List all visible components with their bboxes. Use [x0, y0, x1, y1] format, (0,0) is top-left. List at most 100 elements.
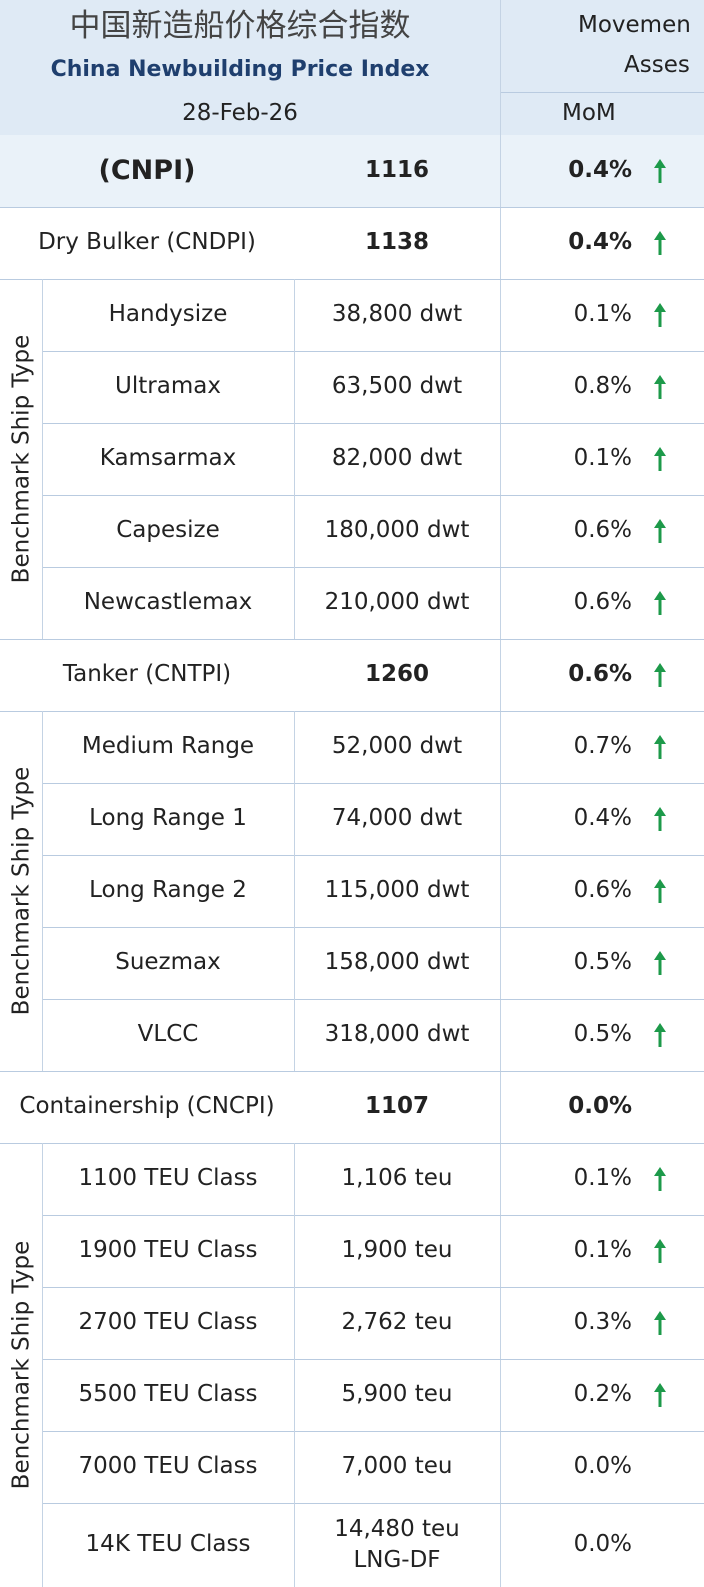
mom-value: 0.4%: [568, 229, 632, 256]
ship-name: 7000 TEU Class: [78, 1453, 258, 1480]
ship-size: 82,000 dwt: [331, 445, 463, 472]
mom-value: 0.0%: [568, 1093, 632, 1120]
side-label: Benchmark Ship Type: [0, 711, 42, 1071]
ship-name: 5500 TEU Class: [78, 1381, 258, 1408]
row-rule: [42, 1359, 704, 1360]
mom-value: 0.1%: [573, 1237, 632, 1264]
ship-size: 1,900 teu: [341, 1237, 453, 1264]
ship-size: 2,762 teu: [341, 1309, 453, 1336]
ship-size: 52,000 dwt: [331, 733, 463, 760]
side-label: Benchmark Ship Type: [0, 279, 42, 639]
ship-name: Ultramax: [115, 373, 221, 400]
up-arrow: [654, 447, 666, 471]
up-arrow: [654, 591, 666, 615]
ship-name: Capesize: [116, 517, 220, 544]
group-value: 1138: [364, 229, 429, 256]
up-arrow: [654, 519, 666, 543]
row-rule: [42, 927, 704, 928]
column-divider: [294, 711, 295, 1071]
mom-value: 0.4%: [568, 157, 632, 184]
mom-header: MoM: [562, 99, 616, 126]
mom-value: 0.6%: [573, 877, 632, 904]
title-cn: 中国新造船价格综合指数: [69, 8, 411, 45]
side-label-text: Benchmark Ship Type: [8, 1240, 34, 1490]
row-rule: [42, 855, 704, 856]
row-rule: [42, 567, 704, 568]
mom-value: 0.1%: [573, 445, 632, 472]
ship-name: Long Range 1: [89, 805, 247, 832]
ship-size: 210,000 dwt: [324, 589, 470, 616]
title-en: China Newbuilding Price Index: [50, 57, 430, 83]
up-arrow: [654, 807, 666, 831]
mom-value: 0.3%: [573, 1309, 632, 1336]
ship-name: 1100 TEU Class: [78, 1165, 258, 1192]
mom-value: 0.6%: [568, 661, 632, 688]
ship-size: 318,000 dwt: [324, 1021, 470, 1048]
ship-size: 14,480 teu LNG-DF: [334, 1515, 460, 1573]
row-rule: [0, 1071, 704, 1072]
group-name: Dry Bulker (CNDPI): [38, 229, 256, 256]
up-arrow: [654, 663, 666, 687]
header-rule: [500, 92, 704, 93]
up-arrow: [654, 303, 666, 327]
ship-name: VLCC: [137, 1021, 199, 1048]
side-label: Benchmark Ship Type: [0, 1143, 42, 1587]
ship-name: 1900 TEU Class: [78, 1237, 258, 1264]
row-rule: [0, 207, 704, 208]
ship-size: 115,000 dwt: [324, 877, 470, 904]
ship-name: Kamsarmax: [99, 445, 237, 472]
up-arrow: [654, 231, 666, 255]
row-rule: [42, 999, 704, 1000]
movement-header: Movemen: [578, 12, 691, 39]
up-arrow: [654, 879, 666, 903]
assessment-header: Asses: [624, 52, 690, 79]
row-rule: [42, 1503, 704, 1504]
date: 28-Feb-26: [182, 99, 298, 126]
row-rule: [42, 783, 704, 784]
side-label-text: Benchmark Ship Type: [8, 334, 34, 584]
ship-name: Newcastlemax: [83, 589, 253, 616]
up-arrow: [654, 735, 666, 759]
index-name: (CNPI): [98, 154, 196, 186]
mom-value: 0.0%: [573, 1453, 632, 1480]
ship-size: 1,106 teu: [341, 1165, 453, 1192]
group-value: 1107: [364, 1093, 429, 1120]
ship-size: 180,000 dwt: [324, 517, 470, 544]
index-bg: [0, 135, 704, 207]
ship-size: 7,000 teu: [341, 1453, 453, 1480]
column-divider: [42, 1143, 43, 1587]
up-arrow: [654, 1023, 666, 1047]
mom-value: 0.0%: [573, 1531, 632, 1558]
ship-name: Medium Range: [81, 733, 255, 760]
row-rule: [0, 279, 704, 280]
up-arrow: [654, 1167, 666, 1191]
ship-name: 2700 TEU Class: [78, 1309, 258, 1336]
row-rule: [42, 1431, 704, 1432]
ship-size: 63,500 dwt: [331, 373, 463, 400]
up-arrow: [654, 951, 666, 975]
ship-size: 74,000 dwt: [331, 805, 463, 832]
column-divider: [42, 279, 43, 639]
group-name: Containership (CNCPI): [19, 1093, 275, 1120]
ship-size: 38,800 dwt: [331, 301, 463, 328]
mom-value: 0.5%: [573, 1021, 632, 1048]
column-divider: [294, 279, 295, 639]
row-rule: [42, 1215, 704, 1216]
column-divider: [42, 711, 43, 1071]
row-rule: [0, 1143, 704, 1144]
mom-value: 0.2%: [573, 1381, 632, 1408]
ship-name: Suezmax: [115, 949, 221, 976]
row-rule: [42, 423, 704, 424]
mom-value: 0.7%: [573, 733, 632, 760]
row-rule: [0, 711, 704, 712]
mom-value: 0.8%: [573, 373, 632, 400]
mom-value: 0.6%: [573, 589, 632, 616]
mom-value: 0.1%: [573, 1165, 632, 1192]
group-value: 1260: [364, 661, 429, 688]
ship-size: 5,900 teu: [341, 1381, 453, 1408]
column-divider: [294, 1143, 295, 1587]
ship-name: 14K TEU Class: [85, 1531, 251, 1558]
up-arrow: [654, 1311, 666, 1335]
mom-value: 0.5%: [573, 949, 632, 976]
